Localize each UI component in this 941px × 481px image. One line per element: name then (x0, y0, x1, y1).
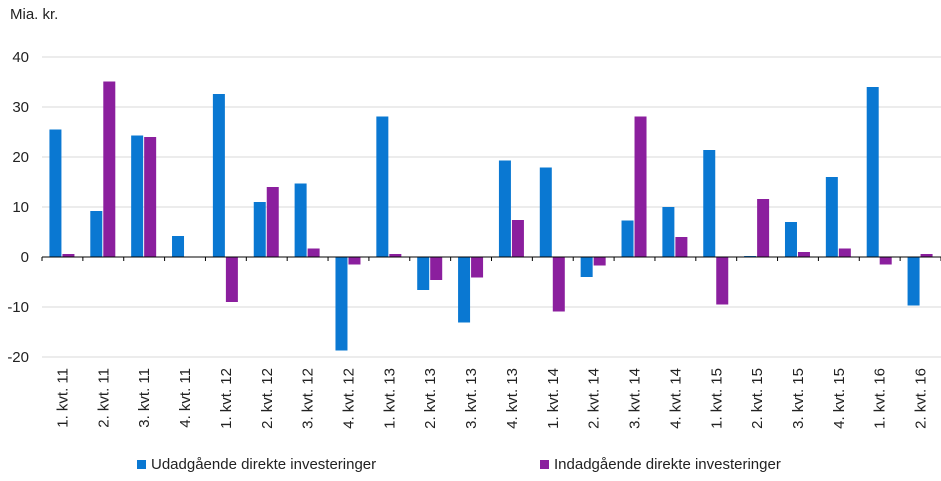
bar-indadgaende (144, 137, 157, 257)
x-tick-label: 3. kvt. 14 (627, 368, 644, 429)
bar-udadgaende (866, 87, 879, 257)
bar-udadgaende (662, 207, 675, 257)
bar-indadgaende (348, 257, 361, 265)
x-tick-label: 2. kvt. 13 (422, 368, 439, 429)
y-tick-label: -20 (7, 349, 29, 366)
bar-indadgaende (757, 199, 770, 257)
bar-udadgaende (49, 129, 62, 257)
bar-udadgaende (784, 222, 797, 257)
gridlines (42, 56, 941, 358)
x-tick-label: 4. kvt. 12 (340, 368, 357, 429)
bar-indadgaende (593, 257, 606, 266)
legend-item-udadgaende: Udadgående direkte investeringer (137, 456, 376, 473)
y-tick-labels: -20 -10 0 10 20 30 40 (7, 49, 29, 366)
bar-udadgaende (417, 257, 430, 290)
x-tick-label: 2. kvt. 15 (749, 368, 766, 429)
zero-axis (41, 256, 941, 261)
x-tick-label: 3. kvt. 15 (790, 368, 807, 429)
x-tick-label: 4. kvt. 15 (831, 368, 848, 429)
legend-swatch-udadgaende (137, 460, 146, 469)
x-tick-label: 4. kvt. 14 (667, 368, 684, 429)
bars (49, 81, 933, 351)
y-axis-unit-label: Mia. kr. (10, 6, 59, 23)
legend-item-indadgaende: Indadgående direkte investeringer (540, 456, 781, 473)
bar-indadgaende (430, 257, 443, 280)
x-tick-label: 2. kvt. 14 (586, 368, 603, 429)
bar-indadgaende (62, 254, 75, 257)
bar-indadgaende (552, 257, 565, 312)
x-tick-label: 2. kvt. 11 (95, 368, 112, 428)
x-tick-label: 4. kvt. 11 (177, 368, 194, 428)
bar-udadgaende (539, 167, 552, 257)
bar-udadgaende (253, 202, 266, 257)
bar-udadgaende (621, 220, 634, 257)
legend-label-udadgaende: Udadgående direkte investeringer (151, 456, 377, 473)
bar-udadgaende (294, 183, 307, 257)
x-tick-label: 3. kvt. 12 (300, 368, 317, 429)
legend-swatch-indadgaende (540, 460, 549, 469)
x-tick-labels: 1. kvt. 11 2. kvt. 11 3. kvt. 11 4. kvt. 11… (54, 368, 929, 429)
bar-udadgaende (131, 135, 144, 257)
bar-indadgaende (634, 116, 647, 257)
x-tick-label: 1. kvt. 13 (381, 368, 398, 429)
y-tick-label: 0 (21, 249, 29, 266)
x-tick-label: 4. kvt. 13 (504, 368, 521, 429)
bar-indadgaende (511, 220, 524, 257)
bar-udadgaende (825, 177, 838, 257)
bar-indadgaende (838, 248, 851, 257)
y-tick-label: 40 (12, 49, 29, 66)
bar-udadgaende (335, 257, 348, 351)
bar-indadgaende (103, 81, 116, 257)
x-tick-label: 1. kvt. 12 (218, 368, 235, 429)
bar-indadgaende (675, 237, 688, 257)
bar-udadgaende (498, 160, 511, 257)
bar-udadgaende (458, 257, 471, 323)
bar-indadgaende (716, 257, 729, 305)
bar-indadgaende (225, 257, 238, 302)
bar-indadgaende (471, 257, 484, 278)
x-tick-label: 1. kvt. 15 (708, 368, 725, 429)
bar-indadgaende (389, 254, 402, 257)
bar-udadgaende (703, 150, 716, 257)
bar-indadgaende (797, 252, 810, 257)
x-tick-label: 3. kvt. 11 (136, 368, 153, 428)
x-tick-label: 1. kvt. 14 (545, 368, 562, 429)
x-tick-label: 2. kvt. 16 (913, 368, 930, 429)
x-tick-label: 1. kvt. 11 (54, 368, 71, 428)
bar-indadgaende (307, 248, 320, 257)
y-tick-label: 20 (12, 149, 29, 166)
bar-udadgaende (580, 257, 593, 277)
bar-udadgaende (907, 257, 920, 306)
y-tick-label: -10 (7, 299, 29, 316)
x-tick-label: 1. kvt. 16 (872, 368, 889, 429)
x-tick-label: 2. kvt. 12 (259, 368, 276, 429)
bar-udadgaende (212, 94, 225, 257)
x-tick-label: 3. kvt. 13 (463, 368, 480, 429)
bar-indadgaende (879, 257, 892, 265)
bar-udadgaende (90, 211, 103, 257)
y-tick-label: 30 (12, 99, 29, 116)
bar-udadgaende (376, 116, 389, 257)
y-tick-label: 10 (12, 199, 29, 216)
legend-label-indadgaende: Indadgående direkte investeringer (554, 456, 781, 473)
bar-indadgaende (266, 187, 279, 257)
bar-udadgaende (172, 236, 185, 257)
bar-indadgaende (920, 254, 933, 257)
